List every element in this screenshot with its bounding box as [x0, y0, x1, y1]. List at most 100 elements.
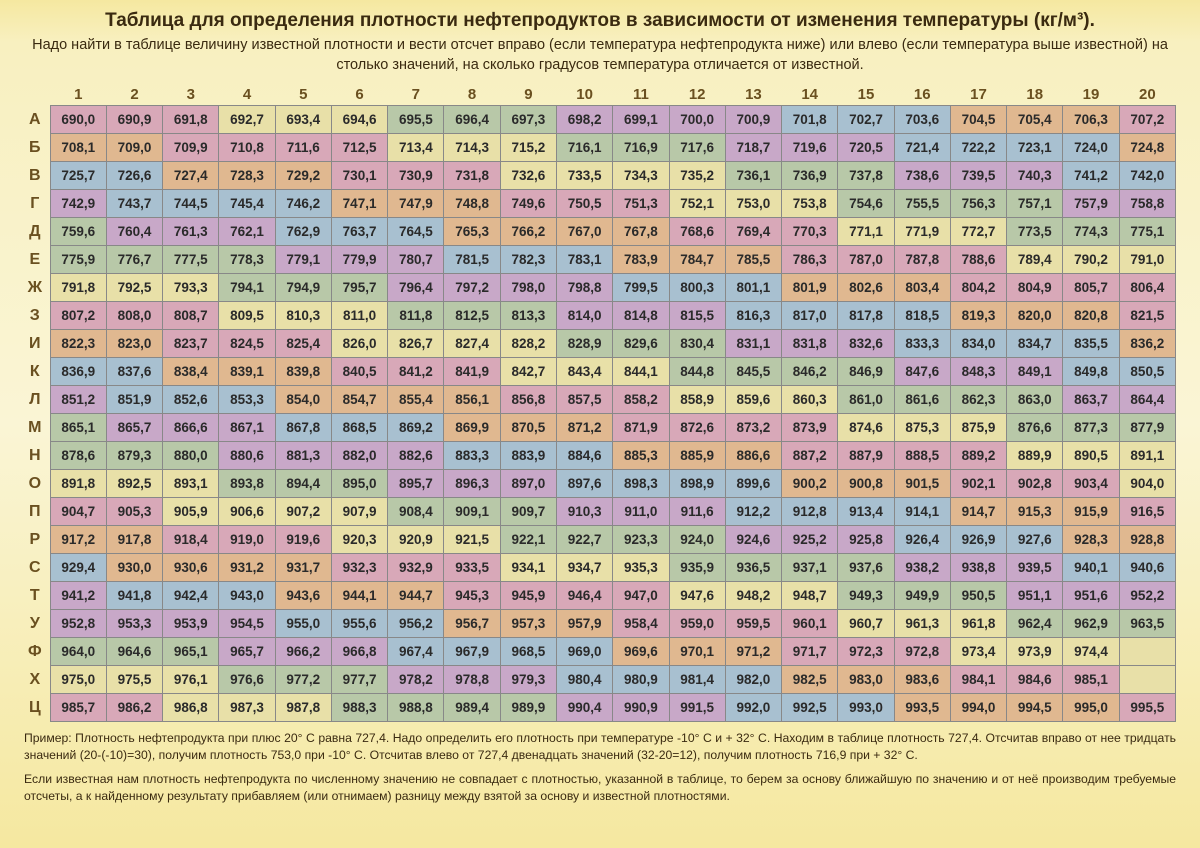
- density-cell: 827,4: [444, 330, 500, 358]
- density-cell: 824,5: [219, 330, 275, 358]
- density-cell: 980,4: [557, 666, 613, 694]
- table-row: Н878,6879,3880,0880,6881,3882,0882,6883,…: [24, 442, 1176, 470]
- density-cell: 914,7: [950, 498, 1006, 526]
- density-cell: 856,1: [444, 386, 500, 414]
- density-cell: 919,0: [219, 526, 275, 554]
- density-cell: 899,6: [725, 470, 781, 498]
- density-cell: 880,6: [219, 442, 275, 470]
- density-cell: 709,0: [106, 134, 162, 162]
- density-cell: 785,5: [725, 246, 781, 274]
- density-cell: 841,9: [444, 358, 500, 386]
- density-cell: 968,5: [500, 638, 556, 666]
- density-cell: 891,8: [50, 470, 106, 498]
- row-header: Б: [24, 134, 50, 162]
- density-cell: 702,7: [838, 106, 894, 134]
- density-cell: 821,5: [1119, 302, 1175, 330]
- density-cell: 767,0: [557, 218, 613, 246]
- col-header: 16: [894, 83, 950, 106]
- density-cell: 900,2: [782, 470, 838, 498]
- density-cell: 805,7: [1063, 274, 1119, 302]
- density-cell: 910,3: [557, 498, 613, 526]
- density-cell: 897,6: [557, 470, 613, 498]
- density-cell: 983,6: [894, 666, 950, 694]
- density-cell: 818,5: [894, 302, 950, 330]
- density-cell: 784,7: [669, 246, 725, 274]
- density-cell: 916,5: [1119, 498, 1175, 526]
- density-cell: 733,5: [557, 162, 613, 190]
- density-cell: 889,9: [1007, 442, 1063, 470]
- density-cell: 722,2: [950, 134, 1006, 162]
- density-cell: 904,7: [50, 498, 106, 526]
- density-cell: 837,6: [106, 358, 162, 386]
- density-cell: 756,3: [950, 190, 1006, 218]
- density-cell: 954,5: [219, 610, 275, 638]
- density-cell: 967,9: [444, 638, 500, 666]
- density-cell: 987,3: [219, 694, 275, 722]
- density-cell: 930,0: [106, 554, 162, 582]
- density-cell: 965,7: [219, 638, 275, 666]
- density-cell: 900,8: [838, 470, 894, 498]
- density-cell: 696,4: [444, 106, 500, 134]
- density-cell: 783,1: [557, 246, 613, 274]
- density-cell: 951,1: [1007, 582, 1063, 610]
- density-cell: 925,2: [782, 526, 838, 554]
- density-cell: 830,4: [669, 330, 725, 358]
- density-cell: 812,5: [444, 302, 500, 330]
- density-cell: 952,2: [1119, 582, 1175, 610]
- density-cell: 924,6: [725, 526, 781, 554]
- density-cell: 861,0: [838, 386, 894, 414]
- density-cell: 941,2: [50, 582, 106, 610]
- density-cell: 979,3: [500, 666, 556, 694]
- density-cell: 748,8: [444, 190, 500, 218]
- density-cell: 814,0: [557, 302, 613, 330]
- density-cell: 839,8: [275, 358, 331, 386]
- row-header: Т: [24, 582, 50, 610]
- density-cell: 757,9: [1063, 190, 1119, 218]
- density-cell: 800,3: [669, 274, 725, 302]
- density-cell: 978,8: [444, 666, 500, 694]
- density-cell: 898,9: [669, 470, 725, 498]
- density-cell: 724,8: [1119, 134, 1175, 162]
- density-cell: 846,9: [838, 358, 894, 386]
- density-cell: 984,6: [1007, 666, 1063, 694]
- density-cell: 712,5: [331, 134, 387, 162]
- density-cell: 905,3: [106, 498, 162, 526]
- density-cell: 947,6: [669, 582, 725, 610]
- density-cell: 761,3: [163, 218, 219, 246]
- density-cell: 713,4: [388, 134, 444, 162]
- density-cell: 780,7: [388, 246, 444, 274]
- density-cell: 970,1: [669, 638, 725, 666]
- density-cell: 714,3: [444, 134, 500, 162]
- table-row: И822,3823,0823,7824,5825,4826,0826,7827,…: [24, 330, 1176, 358]
- density-cell: 798,8: [557, 274, 613, 302]
- density-cell: 858,9: [669, 386, 725, 414]
- density-cell: 909,1: [444, 498, 500, 526]
- density-cell: 791,0: [1119, 246, 1175, 274]
- density-cell: 952,8: [50, 610, 106, 638]
- density-cell: 753,0: [725, 190, 781, 218]
- density-cell: [1119, 666, 1175, 694]
- density-cell: 860,3: [782, 386, 838, 414]
- density-cell: 847,6: [894, 358, 950, 386]
- density-cell: 939,5: [1007, 554, 1063, 582]
- row-header: Г: [24, 190, 50, 218]
- table-row: Ф964,0964,6965,1965,7966,2966,8967,4967,…: [24, 638, 1176, 666]
- col-header: 20: [1119, 83, 1175, 106]
- density-cell: 982,0: [725, 666, 781, 694]
- density-cell: 928,8: [1119, 526, 1175, 554]
- density-cell: 859,6: [725, 386, 781, 414]
- density-cell: 690,0: [50, 106, 106, 134]
- density-cell: 922,1: [500, 526, 556, 554]
- density-cell: 973,9: [1007, 638, 1063, 666]
- density-cell: 935,9: [669, 554, 725, 582]
- density-cell: 984,1: [950, 666, 1006, 694]
- density-cell: 844,1: [613, 358, 669, 386]
- density-cell: 932,9: [388, 554, 444, 582]
- density-cell: 959,5: [725, 610, 781, 638]
- table-row: П904,7905,3905,9906,6907,2907,9908,4909,…: [24, 498, 1176, 526]
- table-row: Ц985,7986,2986,8987,3987,8988,3988,8989,…: [24, 694, 1176, 722]
- density-cell: 893,1: [163, 470, 219, 498]
- density-cell: 739,5: [950, 162, 1006, 190]
- density-cell: 866,6: [163, 414, 219, 442]
- density-cell: 948,7: [782, 582, 838, 610]
